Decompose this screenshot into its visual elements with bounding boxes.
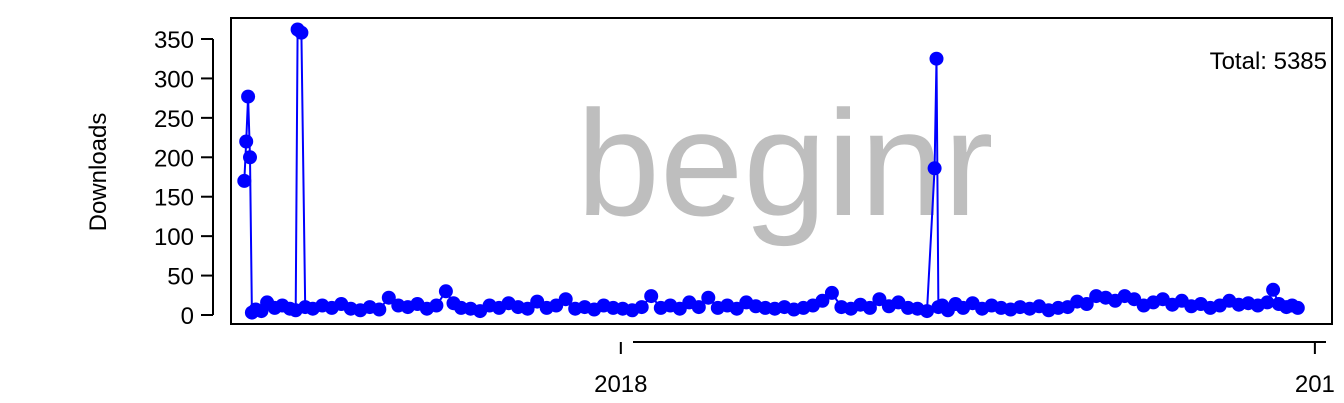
data-point xyxy=(862,300,877,315)
data-point xyxy=(438,284,453,299)
data-point xyxy=(520,301,535,316)
data-point xyxy=(372,302,387,317)
y-tick-label: 100 xyxy=(154,224,194,251)
data-point xyxy=(644,289,659,304)
data-point xyxy=(927,161,942,176)
data-point xyxy=(237,173,252,188)
x-ticks: 2018 201 xyxy=(594,342,1335,398)
data-point xyxy=(920,304,934,319)
data-point xyxy=(243,150,257,165)
data-point xyxy=(929,51,944,66)
data-point xyxy=(558,292,573,307)
y-tick-label: 300 xyxy=(154,66,194,93)
y-tick-label: 0 xyxy=(181,303,194,330)
data-point xyxy=(824,285,839,300)
y-tick-label: 150 xyxy=(154,185,194,212)
x-tick-label: 201 xyxy=(1295,371,1335,398)
data-point xyxy=(1266,282,1281,297)
series-points xyxy=(237,22,1305,320)
data-point xyxy=(294,25,309,40)
data-point xyxy=(1260,295,1275,310)
data-point xyxy=(815,293,830,308)
data-point xyxy=(691,300,706,315)
data-point xyxy=(634,300,649,315)
total-annotation: Total: 5385 xyxy=(1210,48,1327,75)
y-ticks: 0 50 100 150 200 250 300 350 xyxy=(154,27,213,330)
y-tick-label: 250 xyxy=(154,106,194,133)
plot-frame xyxy=(230,17,1333,325)
y-tick-label: 200 xyxy=(154,145,194,172)
data-point xyxy=(241,89,256,104)
y-axis-title: Downloads xyxy=(85,113,112,232)
data-point xyxy=(429,298,444,313)
x-tick-label: 2018 xyxy=(594,371,647,398)
y-tick-label: 50 xyxy=(167,264,194,291)
data-point xyxy=(1290,300,1305,315)
data-point xyxy=(701,290,716,305)
data-point xyxy=(1079,297,1094,311)
data-point xyxy=(239,134,254,149)
data-point xyxy=(381,290,396,305)
watermark-label: beginr xyxy=(577,79,994,247)
y-tick-label: 350 xyxy=(154,27,194,54)
